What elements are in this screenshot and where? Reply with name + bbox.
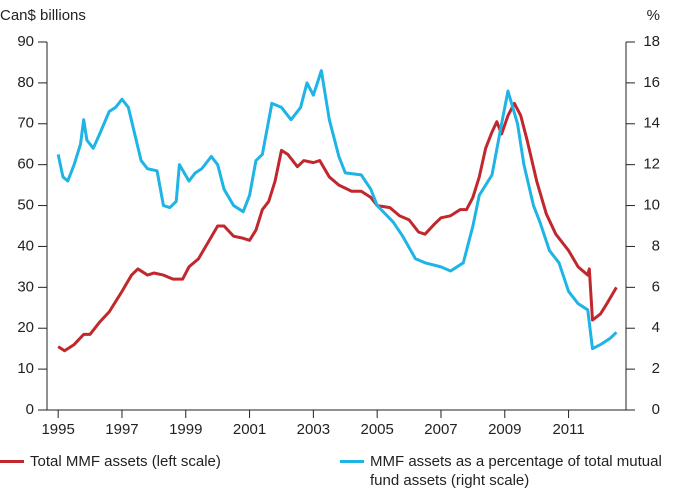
x-tick-label: 1997	[105, 421, 138, 438]
y-tick-label: 70	[17, 115, 34, 132]
y-tick-label: 0	[26, 401, 34, 418]
y-tick-label: 90	[17, 33, 34, 50]
y-tick-label: 80	[17, 74, 34, 91]
legend-swatch	[0, 460, 24, 463]
y2-tick-label: 6	[652, 278, 660, 295]
y2-tick-label: 14	[643, 115, 660, 132]
chart: Can$ billions % 0 10 20 30 40 50 60 70 80 90 0 2 4 6 8…	[0, 7, 660, 438]
x-tick-label: 2009	[488, 421, 521, 438]
y2-tick-label: 4	[652, 319, 660, 336]
y2-tick-label: 2	[652, 360, 660, 377]
x-tick-label: 1995	[41, 421, 74, 438]
y-tick-label: 20	[17, 319, 34, 336]
y-tick-label: 60	[17, 156, 34, 173]
y2-tick-label: 10	[643, 197, 660, 214]
legend-label: Total MMF assets (left scale)	[30, 453, 221, 470]
x-tick-label: 2001	[233, 421, 266, 438]
legend-item: Total MMF assets (left scale)	[0, 452, 330, 471]
x-tick-label: 1999	[169, 421, 202, 438]
y-tick-label: 50	[17, 197, 34, 214]
y2-axis-title: %	[647, 7, 660, 24]
x-tick-label: 2007	[424, 421, 457, 438]
series-line	[57, 101, 618, 353]
y2-tick-label: 0	[652, 401, 660, 418]
y2-tick-label: 12	[643, 156, 660, 173]
x-tick-label: 2011	[552, 421, 584, 438]
y-tick-label: 40	[17, 237, 34, 254]
x-tick-label: 2003	[297, 421, 330, 438]
legend-item: MMF assets as a percentage of total mutu…	[340, 452, 670, 490]
y-axis-title: Can$ billions	[0, 7, 86, 24]
y2-tick-label: 8	[652, 237, 660, 254]
y2-tick-label: 16	[643, 74, 660, 91]
y-tick-label: 30	[17, 278, 34, 295]
legend-label: MMF assets as a percentage of total mutu…	[370, 453, 662, 489]
y2-tick-label: 18	[643, 33, 660, 50]
x-tick-label: 2005	[360, 421, 393, 438]
legend-swatch	[340, 460, 364, 463]
series-line	[56, 69, 618, 351]
y-tick-label: 10	[17, 360, 34, 377]
